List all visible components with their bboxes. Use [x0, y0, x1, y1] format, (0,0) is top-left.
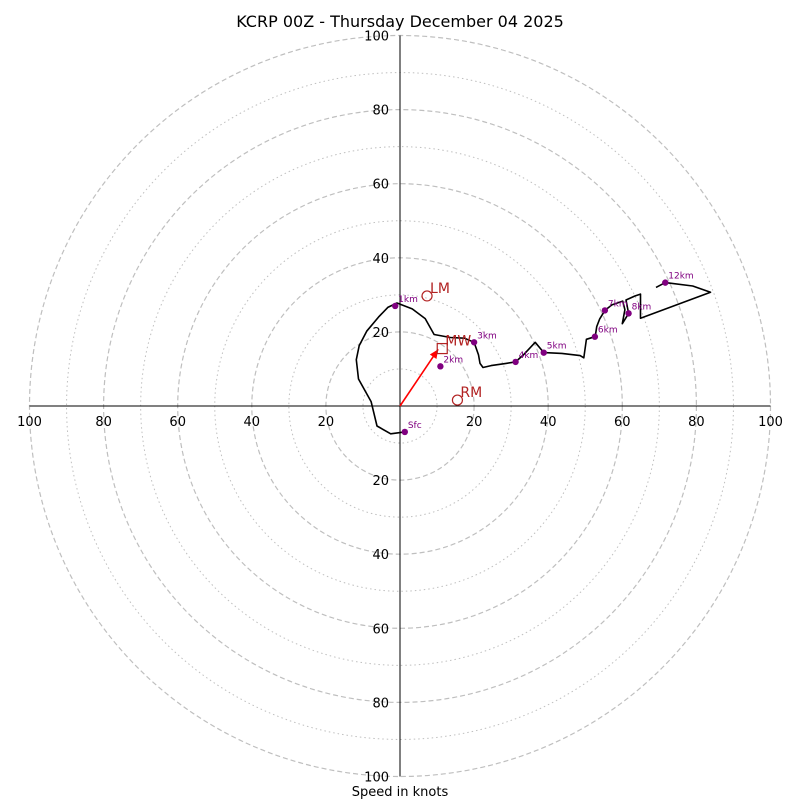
y-tick-label: 80 [372, 696, 389, 711]
y-tick-label: 60 [372, 178, 389, 193]
storm-motion-label: MW [445, 334, 471, 350]
x-axis-label: Speed in knots [352, 785, 449, 800]
x-tick-label: 80 [688, 415, 705, 430]
height-marker-label: 1km [398, 295, 418, 305]
tick-labels: 100 100 80 80 60 60 40 40 20 20 20 20 40 40 60 60 80 80 10… [17, 30, 783, 786]
height-marker-label: 4km [519, 351, 539, 361]
x-tick-label: 80 [95, 415, 112, 430]
height-marker-label: 12km [668, 272, 693, 282]
x-tick-label: 60 [614, 415, 631, 430]
x-tick-label: 20 [318, 415, 335, 430]
height-marker-point [540, 349, 547, 356]
height-marker-point [662, 279, 669, 286]
storm-motion-marker [436, 342, 448, 355]
height-marker-point [391, 302, 399, 310]
storm-motion-label: LM [430, 281, 450, 297]
y-tick-label: 60 [372, 622, 389, 637]
x-tick-label: 100 [758, 415, 783, 430]
height-marker-point [625, 310, 632, 317]
x-tick-label: 100 [17, 415, 42, 430]
storm-motion-markers: LM MW RM [421, 281, 482, 406]
x-tick-label: 40 [540, 415, 557, 430]
x-tick-label: 20 [466, 415, 483, 430]
height-marker-label: 2km [443, 355, 463, 365]
storm-motion-marker [421, 290, 433, 302]
height-marker-label: 3km [477, 331, 497, 341]
shear-vector [399, 348, 439, 407]
storm-motion-label: RM [460, 385, 482, 401]
y-tick-label: 80 [372, 104, 389, 119]
x-tick-label: 60 [169, 415, 186, 430]
height-markers: Sfc 1km 2km 3km 4km 5km 6km 7km 8km 12km [391, 272, 694, 436]
shear-vector-arrowhead [429, 349, 439, 360]
height-marker-point [401, 428, 409, 436]
height-marker-point [470, 339, 478, 346]
height-marker-point [591, 333, 599, 340]
y-tick-label: 20 [372, 326, 389, 341]
height-marker-label: Sfc [408, 421, 422, 431]
storm-motion-marker [451, 394, 464, 406]
y-tick-label: 40 [372, 252, 389, 267]
height-marker-point [512, 358, 519, 366]
y-tick-label: 40 [372, 548, 389, 563]
height-marker-point [437, 363, 444, 370]
chart-title: KCRP 00Z - Thursday December 04 2025 [236, 12, 564, 31]
height-marker-label: 7km [608, 299, 628, 309]
y-tick-label: 100 [364, 771, 389, 786]
height-marker-point [601, 307, 609, 314]
height-marker-label: 6km [598, 326, 618, 336]
height-marker-label: 8km [632, 302, 652, 312]
height-marker-label: 5km [547, 342, 567, 352]
x-tick-label: 40 [244, 415, 261, 430]
y-tick-label: 100 [364, 30, 389, 45]
y-tick-label: 20 [372, 474, 389, 489]
